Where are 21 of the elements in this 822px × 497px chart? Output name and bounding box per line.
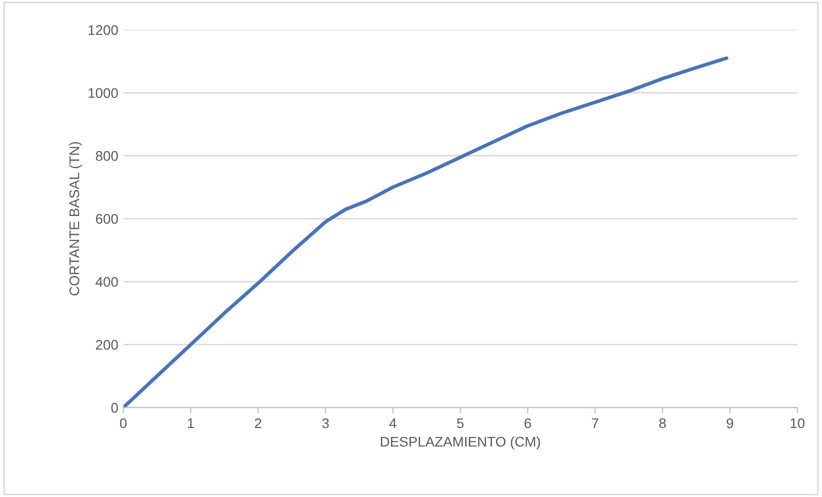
y-tick-label: 800 <box>96 151 118 161</box>
x-tick-label: 10 <box>790 418 805 428</box>
x-tick-label: 5 <box>457 418 464 428</box>
y-tick-label: 1000 <box>88 88 118 98</box>
x-tick-label: 9 <box>726 418 734 428</box>
x-axis-title: DESPLAZAMIENTO (CM) <box>380 436 540 450</box>
line-series <box>123 56 728 408</box>
y-tick-label: 200 <box>96 340 118 350</box>
x-tick-label: 7 <box>592 418 598 428</box>
y-tick-label: 1200 <box>88 25 118 35</box>
y-axis-title: CORTANTE BASAL (TN) <box>69 142 82 296</box>
x-tick-label: 1 <box>188 418 194 428</box>
y-tick-label: 400 <box>96 276 118 287</box>
x-tick-label: 4 <box>389 418 396 428</box>
x-tick-label: 6 <box>524 418 531 428</box>
y-tick-label: 0 <box>111 402 118 413</box>
y-tick-label: 600 <box>96 214 118 224</box>
x-tick-label: 2 <box>254 418 262 428</box>
x-tick-label: 0 <box>120 418 127 428</box>
x-tick-label: 8 <box>659 418 666 428</box>
x-tick-label: 3 <box>322 418 329 428</box>
